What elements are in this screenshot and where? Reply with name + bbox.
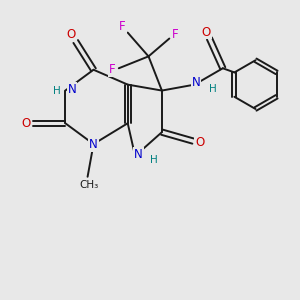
Text: F: F: [109, 63, 116, 76]
Text: O: O: [67, 28, 76, 41]
Text: F: F: [172, 28, 178, 41]
Text: CH₃: CH₃: [80, 180, 99, 190]
Text: O: O: [202, 26, 211, 38]
Text: F: F: [119, 20, 126, 33]
Text: H: H: [150, 154, 158, 164]
Text: O: O: [195, 136, 204, 149]
Text: H: H: [208, 84, 216, 94]
Text: N: N: [192, 76, 200, 89]
Text: N: N: [68, 82, 76, 96]
Text: H: H: [53, 85, 61, 96]
Text: O: O: [21, 117, 31, 130]
Text: N: N: [89, 138, 98, 151]
Text: N: N: [134, 148, 143, 161]
